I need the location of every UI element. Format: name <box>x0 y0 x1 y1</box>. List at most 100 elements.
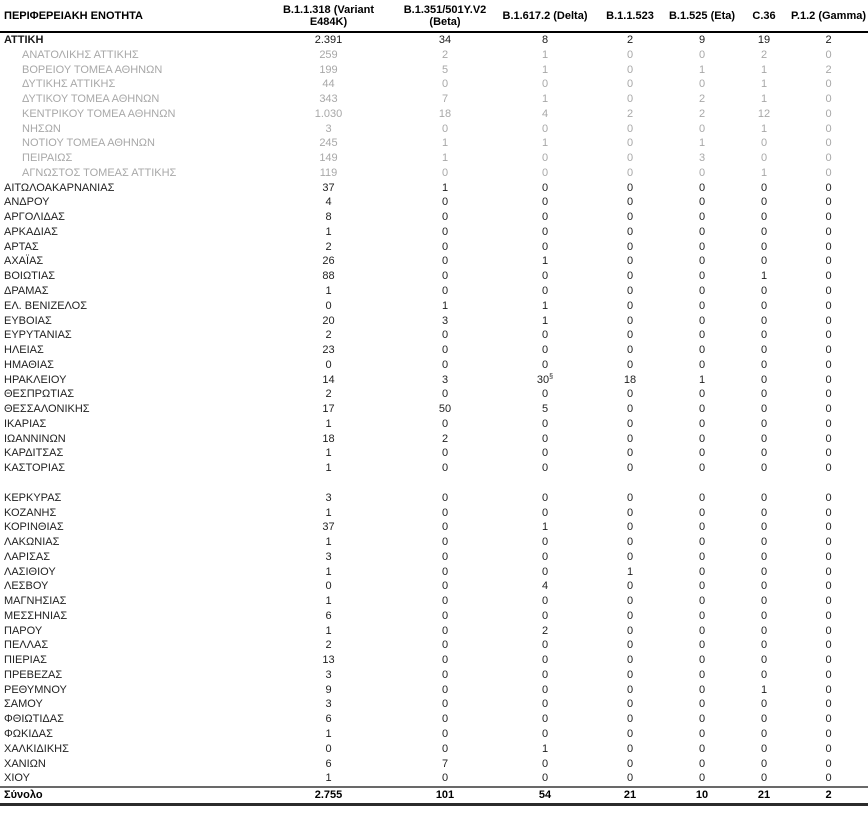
value-cell: 0 <box>441 639 449 652</box>
value-cell: 0 <box>760 713 768 726</box>
value-cell: 0 <box>760 447 768 460</box>
value-cell: 2 <box>825 34 832 46</box>
value-cell: 37 <box>322 521 335 534</box>
value-cell: 0 <box>825 536 832 549</box>
value-cell: 0 <box>441 447 449 460</box>
value-cell: 0 <box>441 285 449 298</box>
total-cell: 10 <box>665 786 739 807</box>
value-cell: 0 <box>698 698 706 711</box>
value-cell: 0 <box>441 713 449 726</box>
value-cell: 0 <box>825 580 832 593</box>
value-cell: 3 <box>698 152 706 165</box>
value-cell: 12 <box>757 107 771 120</box>
table-row: ΕΥΒΟΙΑΣ 20 3 1 0 0 0 0 <box>0 314 868 329</box>
value-cell: 0 <box>541 285 549 298</box>
region-name: ΙΩΑΝΝΙΝΩΝ <box>4 432 66 445</box>
value-cell: 0 <box>825 358 832 371</box>
value-cell: 0 <box>541 152 549 165</box>
value-cell: 0 <box>760 403 768 416</box>
value-cell: 0 <box>760 417 768 430</box>
region-name: ΘΕΣΠΡΩΤΙΑΣ <box>4 388 75 401</box>
value-cell: 0 <box>441 506 449 519</box>
value-cell: 0 <box>541 78 549 91</box>
value-cell: 0 <box>325 358 332 371</box>
value-cell: 0 <box>760 432 768 445</box>
value-cell: 1 <box>760 93 768 106</box>
value-cell: 0 <box>698 757 706 770</box>
value-cell: 1 <box>541 93 549 106</box>
value-cell: 0 <box>541 491 549 504</box>
value-cell: 0 <box>698 417 706 430</box>
table-row: ΛΑΡΙΣΑΣ 3 0 0 0 0 0 0 <box>0 550 868 565</box>
spacer-row <box>0 476 868 491</box>
value-cell: 0 <box>441 536 449 549</box>
value-cell: 0 <box>441 742 449 755</box>
value-cell: 0 <box>541 122 549 135</box>
value-cell: 0 <box>698 580 706 593</box>
value-cell: 2 <box>698 107 706 120</box>
value-cell: 0 <box>760 772 768 785</box>
value-cell: 4 <box>325 196 332 209</box>
value-cell: 0 <box>626 181 634 194</box>
total-cell: 21 <box>739 786 789 807</box>
value-cell: 0 <box>825 683 832 696</box>
value-cell: 0 <box>541 358 549 371</box>
value-cell: 0 <box>626 757 634 770</box>
value-cell: 0 <box>441 521 449 534</box>
region-name: ΗΜΑΘΙΑΣ <box>4 358 54 371</box>
value-cell: 18 <box>322 432 335 445</box>
value-cell: 0 <box>825 314 832 327</box>
table-row: ΛΕΣΒΟΥ 0 0 4 0 0 0 0 <box>0 579 868 594</box>
value-cell: 0 <box>698 166 706 179</box>
value-cell: 0 <box>441 654 449 667</box>
value-cell: 1 <box>441 181 449 194</box>
value-cell: 0 <box>760 240 768 253</box>
table-row: ΔΥΤΙΚΟΥ ΤΟΜΕΑ ΑΘΗΝΩΝ 343 7 1 0 2 1 0 <box>0 92 868 107</box>
region-name <box>0 476 262 491</box>
value-cell: 3 <box>325 550 332 563</box>
value-cell: 2 <box>441 48 449 61</box>
value-cell: 0 <box>626 225 634 238</box>
value-cell: 0 <box>698 344 706 357</box>
value-cell: 20 <box>322 314 335 327</box>
value-cell: 0 <box>825 506 832 519</box>
value-cell: 3 <box>325 122 332 135</box>
table-row: ΑΧΑΪΑΣ 26 0 1 0 0 0 0 <box>0 254 868 269</box>
value-cell: 44 <box>322 78 335 91</box>
value-cell: 2 <box>698 93 706 106</box>
value-cell: 0 <box>825 78 832 91</box>
region-name: ΑΝΑΤΟΛΙΚΗΣ ΑΤΤΙΚΗΣ <box>22 48 139 61</box>
table-row: ΔΥΤΙΚΗΣ ΑΤΤΙΚΗΣ 44 0 0 0 0 1 0 <box>0 77 868 92</box>
table-row: ΚΕΡΚΥΡΑΣ 3 0 0 0 0 0 0 <box>0 491 868 506</box>
value-cell: 0 <box>760 358 768 371</box>
table-row: ΑΓΝΩΣΤΟΣ ΤΟΜΕΑΣ ΑΤΤΙΚΗΣ 119 0 0 0 0 1 0 <box>0 166 868 181</box>
value-cell: 0 <box>825 550 832 563</box>
region-name: ΗΡΑΚΛΕΙΟΥ <box>4 373 67 386</box>
value-cell: 0 <box>541 772 549 785</box>
region-name: ΠΕΛΛΑΣ <box>4 639 49 652</box>
value-cell: 5 <box>541 403 549 416</box>
region-name: ΒΟΙΩΤΙΑΣ <box>4 270 56 283</box>
value-cell: 0 <box>626 609 634 622</box>
value-cell: 0 <box>825 595 832 608</box>
value-cell: 0 <box>825 491 832 504</box>
table-body: ΑΤΤΙΚΗ 2.391 34 8 2 9 19 2 ΑΝΑΤΟΛΙΚΗΣ ΑΤΤΙΚΗΣ 259… <box>0 32 868 787</box>
value-cell: 2 <box>325 329 332 342</box>
value-cell: 0 <box>541 225 549 238</box>
value-cell: 0 <box>760 181 768 194</box>
table-row: ΝΗΣΩΝ 3 0 0 0 0 1 0 <box>0 122 868 137</box>
value-cell: 2 <box>626 34 634 46</box>
value-cell: 0 <box>441 595 449 608</box>
value-cell: 0 <box>825 713 832 726</box>
value-cell: 0 <box>541 166 549 179</box>
region-name: ΦΩΚΙΔΑΣ <box>4 727 53 740</box>
value-cell: 0 <box>825 698 832 711</box>
value-cell: 3 <box>325 491 332 504</box>
value-cell: 19 <box>757 34 771 46</box>
value-cell: 0 <box>541 609 549 622</box>
value-cell: 0 <box>760 211 768 224</box>
value-cell: 0 <box>760 757 768 770</box>
value-cell: 0 <box>626 137 634 150</box>
value-cell: 0 <box>441 240 449 253</box>
value-cell: 259 <box>319 48 338 61</box>
